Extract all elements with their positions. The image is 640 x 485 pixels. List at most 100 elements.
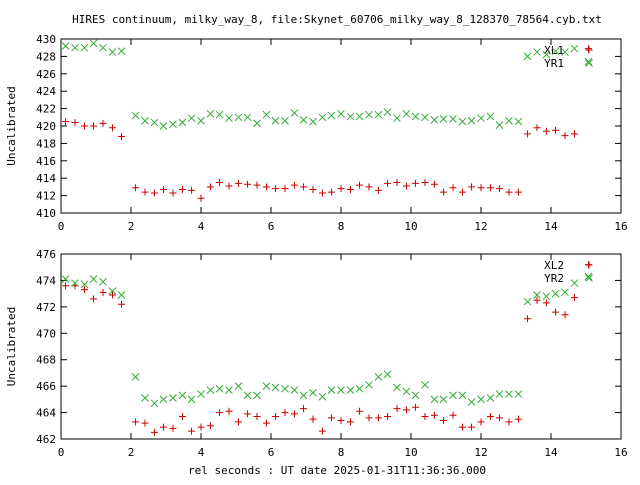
data-point-xl1 [244,180,252,188]
data-point-xl1 [430,180,438,188]
data-point-yr2 [225,386,233,394]
data-point-yr1 [225,114,233,123]
data-point-yr2 [505,390,513,398]
data-point-xl1 [309,186,317,194]
top-series-yr1 [61,39,593,130]
data-point-xl1 [281,185,289,193]
data-point-xl1 [449,184,457,192]
data-point-xl1 [440,188,448,196]
x-axis-label: rel seconds : UT date 2025-01-31T11:36:3… [188,464,486,477]
top-legend-label-yr1: YR1 [544,57,564,70]
data-point-yr2 [355,384,364,393]
bottom-series-yr2 [61,272,593,408]
data-point-xl2 [468,423,476,431]
data-point-xl1 [524,130,532,138]
data-point-yr2 [486,394,495,402]
data-point-xl2 [108,291,116,299]
data-point-yr2 [80,280,89,289]
data-point-yr2 [159,395,168,404]
bottom-x-tick-label: 10 [404,446,417,459]
top-x-tick-label: 2 [128,220,135,233]
data-point-yr2 [178,391,187,400]
data-point-yr1 [141,116,149,125]
data-point-xl1 [225,182,233,190]
data-point-xl1 [477,184,485,192]
data-point-xl1 [197,194,205,202]
data-point-yr2 [108,287,117,295]
data-point-yr2 [551,289,560,298]
data-point-xl1 [393,179,401,187]
data-point-yr2 [449,391,457,400]
data-point-yr2 [411,391,420,400]
data-point-yr1 [402,109,411,118]
data-point-yr1 [206,109,215,118]
data-point-yr1 [495,121,504,129]
data-point-yr2 [89,275,98,283]
data-point-xl2 [365,414,373,422]
data-point-xl1 [514,188,522,196]
data-point-yr1 [449,115,457,123]
data-point-xl2 [206,422,214,430]
data-point-yr2 [215,384,224,393]
data-point-xl1 [496,185,504,193]
data-point-xl2 [505,418,513,426]
top-y-tick-label: 424 [36,85,56,98]
bottom-x-tick-label: 14 [544,446,558,459]
data-point-xl1 [118,132,126,140]
data-point-yr1 [159,122,168,130]
data-point-yr1 [542,50,551,59]
bottom-legend-label-xl2: XL2 [544,259,564,272]
top-y-tick-label: 420 [36,120,56,133]
data-point-xl1 [346,186,354,194]
data-point-xl1 [542,127,550,135]
data-point-yr1 [346,112,355,121]
bottom-y-axis-label: Uncalibrated [5,307,18,386]
bottom-panel: 0 2 4 6 8 10 12 14 16462464466468470472474476Unc… [5,248,628,459]
data-point-xl2 [90,295,98,303]
data-point-yr2 [131,373,140,381]
data-point-xl2 [80,286,88,294]
data-point-xl1 [374,186,382,194]
data-point-yr2 [61,275,70,283]
data-point-xl1 [150,189,158,197]
data-point-xl2 [197,423,205,431]
data-point-yr2 [570,279,579,287]
bottom-x-tick-label: 2 [128,446,135,459]
data-point-xl2 [150,428,158,436]
bottom-x-tick-label: 0 [58,446,65,459]
data-point-yr2 [346,386,355,394]
data-point-yr1 [131,111,140,120]
data-point-yr1 [467,116,476,125]
data-point-xl2 [272,413,280,421]
top-x-tick-label: 12 [474,220,487,233]
data-point-yr2 [150,399,159,408]
data-point-yr1 [71,43,79,52]
data-point-xl2 [533,296,541,304]
data-point-yr1 [318,113,327,122]
data-point-yr1 [486,112,495,121]
data-point-xl2 [524,315,532,323]
bottom-y-tick-label: 470 [36,327,56,340]
data-point-yr2 [206,386,215,394]
data-point-xl2 [225,407,233,415]
data-point-yr1 [523,52,532,61]
data-point-xl1 [71,119,79,127]
bottom-y-tick-label: 466 [36,380,56,393]
top-y-tick-label: 410 [36,207,56,220]
data-point-xl1 [272,185,280,193]
data-point-xl2 [393,405,401,413]
data-point-yr2 [430,395,439,404]
data-point-yr1 [514,117,523,126]
data-point-xl2 [290,410,298,418]
data-point-yr2 [299,391,308,400]
data-point-yr2 [495,390,504,398]
data-point-yr1 [150,118,159,127]
data-point-yr2 [327,386,336,394]
data-point-yr2 [393,383,401,392]
data-point-xl2 [244,410,252,418]
data-point-yr2 [141,394,149,402]
data-point-xl2 [430,411,438,419]
bottom-x-tick-label: 4 [198,446,205,459]
data-point-yr1 [299,116,308,124]
